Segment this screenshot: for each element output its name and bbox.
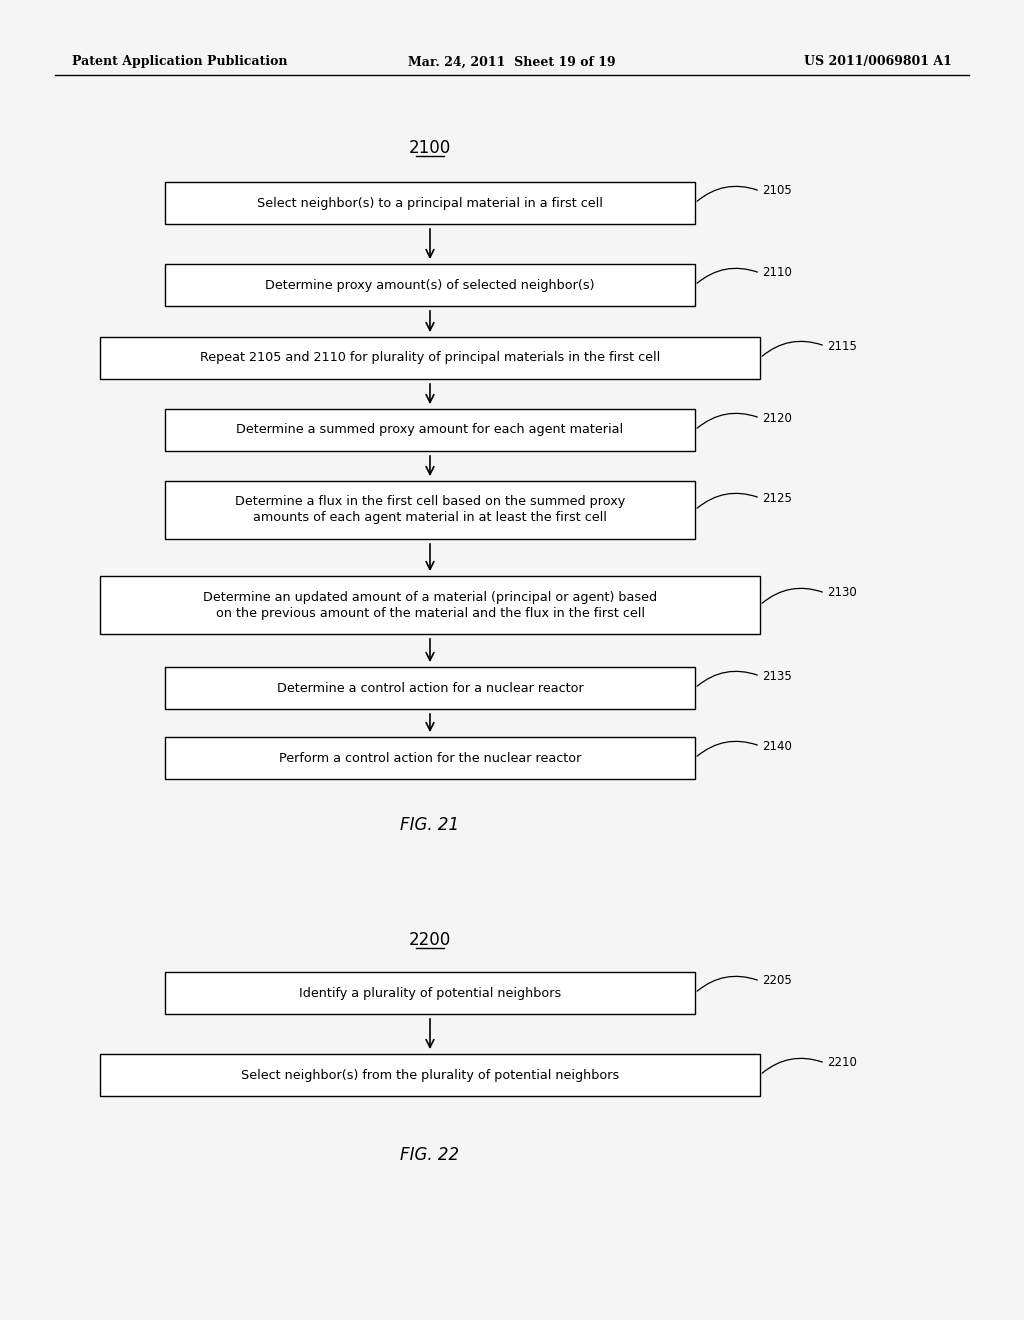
Text: Patent Application Publication: Patent Application Publication [72,55,288,69]
Text: Identify a plurality of potential neighbors: Identify a plurality of potential neighb… [299,986,561,999]
Text: 2130: 2130 [827,586,857,599]
Text: Determine proxy amount(s) of selected neighbor(s): Determine proxy amount(s) of selected ne… [265,279,595,292]
Text: FIG. 22: FIG. 22 [400,1146,460,1164]
Text: 2110: 2110 [762,267,792,280]
Text: Perform a control action for the nuclear reactor: Perform a control action for the nuclear… [279,751,582,764]
Text: 2105: 2105 [762,185,792,198]
Text: Determine a control action for a nuclear reactor: Determine a control action for a nuclear… [276,681,584,694]
Text: Mar. 24, 2011  Sheet 19 of 19: Mar. 24, 2011 Sheet 19 of 19 [409,55,615,69]
Text: 2210: 2210 [827,1056,857,1069]
Text: 2205: 2205 [762,974,792,987]
Text: 2100: 2100 [409,139,452,157]
Text: Determine an updated amount of a material (principal or agent) based
on the prev: Determine an updated amount of a materia… [203,590,657,619]
FancyBboxPatch shape [100,1053,760,1096]
FancyBboxPatch shape [165,409,695,451]
FancyBboxPatch shape [165,264,695,306]
Text: 2135: 2135 [762,669,792,682]
Text: Repeat 2105 and 2110 for plurality of principal materials in the first cell: Repeat 2105 and 2110 for plurality of pr… [200,351,660,364]
Text: 2200: 2200 [409,931,452,949]
FancyBboxPatch shape [165,182,695,224]
Text: 2115: 2115 [827,339,857,352]
Text: FIG. 21: FIG. 21 [400,816,460,834]
FancyBboxPatch shape [165,737,695,779]
FancyBboxPatch shape [165,480,695,539]
Text: 2120: 2120 [762,412,792,425]
Text: US 2011/0069801 A1: US 2011/0069801 A1 [804,55,952,69]
FancyBboxPatch shape [165,972,695,1014]
Text: Select neighbor(s) to a principal material in a first cell: Select neighbor(s) to a principal materi… [257,197,603,210]
FancyBboxPatch shape [100,337,760,379]
Text: 2125: 2125 [762,491,792,504]
Text: Determine a flux in the first cell based on the summed proxy
amounts of each age: Determine a flux in the first cell based… [234,495,625,524]
FancyBboxPatch shape [165,667,695,709]
Text: 2140: 2140 [762,739,792,752]
Text: Select neighbor(s) from the plurality of potential neighbors: Select neighbor(s) from the plurality of… [241,1068,620,1081]
FancyBboxPatch shape [100,576,760,634]
Text: Determine a summed proxy amount for each agent material: Determine a summed proxy amount for each… [237,424,624,437]
